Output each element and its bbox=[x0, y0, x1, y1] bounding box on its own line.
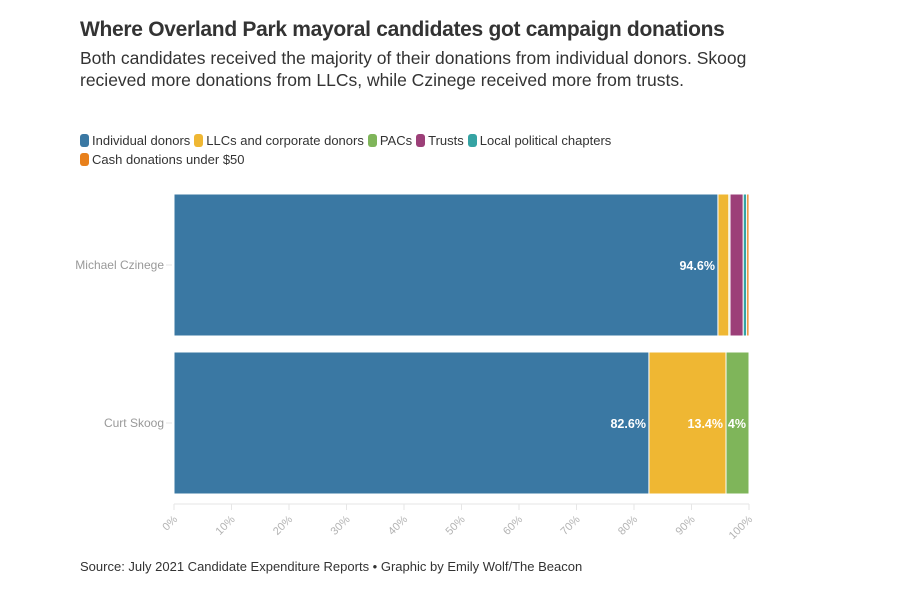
legend-item: PACs bbox=[367, 131, 413, 150]
x-tick-label: 40% bbox=[386, 513, 410, 537]
legend-swatch bbox=[416, 134, 426, 147]
chart-subtitle: Both candidates received the majority of… bbox=[80, 48, 747, 90]
x-tick-label: 80% bbox=[616, 513, 640, 537]
legend-label: Local political chapters bbox=[479, 133, 612, 148]
legend: Individual donors LLCs and corporate dono… bbox=[80, 131, 640, 169]
legend-swatch bbox=[194, 134, 204, 147]
bar-segment bbox=[746, 193, 750, 337]
bar-segment bbox=[173, 351, 650, 495]
category-label: Curt Skoog bbox=[104, 416, 164, 430]
category-label: Michael Czinege bbox=[75, 258, 164, 272]
x-tick-label: 0% bbox=[160, 513, 180, 533]
x-tick-label: 50% bbox=[444, 513, 468, 537]
legend-label: LLCs and corporate donors bbox=[206, 133, 364, 148]
legend-item: Cash donations under $50 bbox=[80, 150, 245, 169]
bar-segment bbox=[742, 193, 748, 337]
data-label: 4% bbox=[728, 417, 746, 431]
legend-item: Trusts bbox=[416, 131, 464, 150]
legend-swatch bbox=[80, 134, 89, 147]
legend-item: Local political chapters bbox=[467, 131, 612, 150]
bar-segment bbox=[648, 351, 727, 495]
legend-swatch bbox=[80, 153, 89, 166]
legend-label: Trusts bbox=[428, 133, 464, 148]
bar-segment bbox=[725, 351, 750, 495]
legend-item: LLCs and corporate donors bbox=[194, 131, 364, 150]
legend-label: Individual donors bbox=[92, 133, 191, 148]
data-label: 13.4% bbox=[688, 417, 723, 431]
chart-title: Where Overland Park mayoral candidates g… bbox=[80, 18, 725, 41]
bar-segment bbox=[717, 193, 730, 337]
source-note: Source: July 2021 Candidate Expenditure … bbox=[80, 559, 583, 574]
x-tick-label: 90% bbox=[674, 513, 698, 537]
data-label: 82.6% bbox=[610, 417, 645, 431]
x-tick-label: 70% bbox=[559, 513, 583, 537]
legend-swatch bbox=[367, 134, 377, 147]
legend-item: Individual donors bbox=[80, 131, 190, 150]
data-label: 94.6% bbox=[679, 259, 714, 273]
x-tick-label: 20% bbox=[271, 513, 295, 537]
x-tick-label: 100% bbox=[727, 513, 756, 542]
x-tick-label: 10% bbox=[214, 513, 238, 537]
bar-segment bbox=[729, 193, 744, 337]
legend-swatch bbox=[467, 134, 477, 147]
x-tick-label: 60% bbox=[501, 513, 525, 537]
legend-label: PACs bbox=[379, 133, 413, 148]
bar-segment bbox=[173, 193, 719, 337]
x-tick-label: 30% bbox=[329, 513, 353, 537]
legend-label: Cash donations under $50 bbox=[92, 152, 245, 167]
